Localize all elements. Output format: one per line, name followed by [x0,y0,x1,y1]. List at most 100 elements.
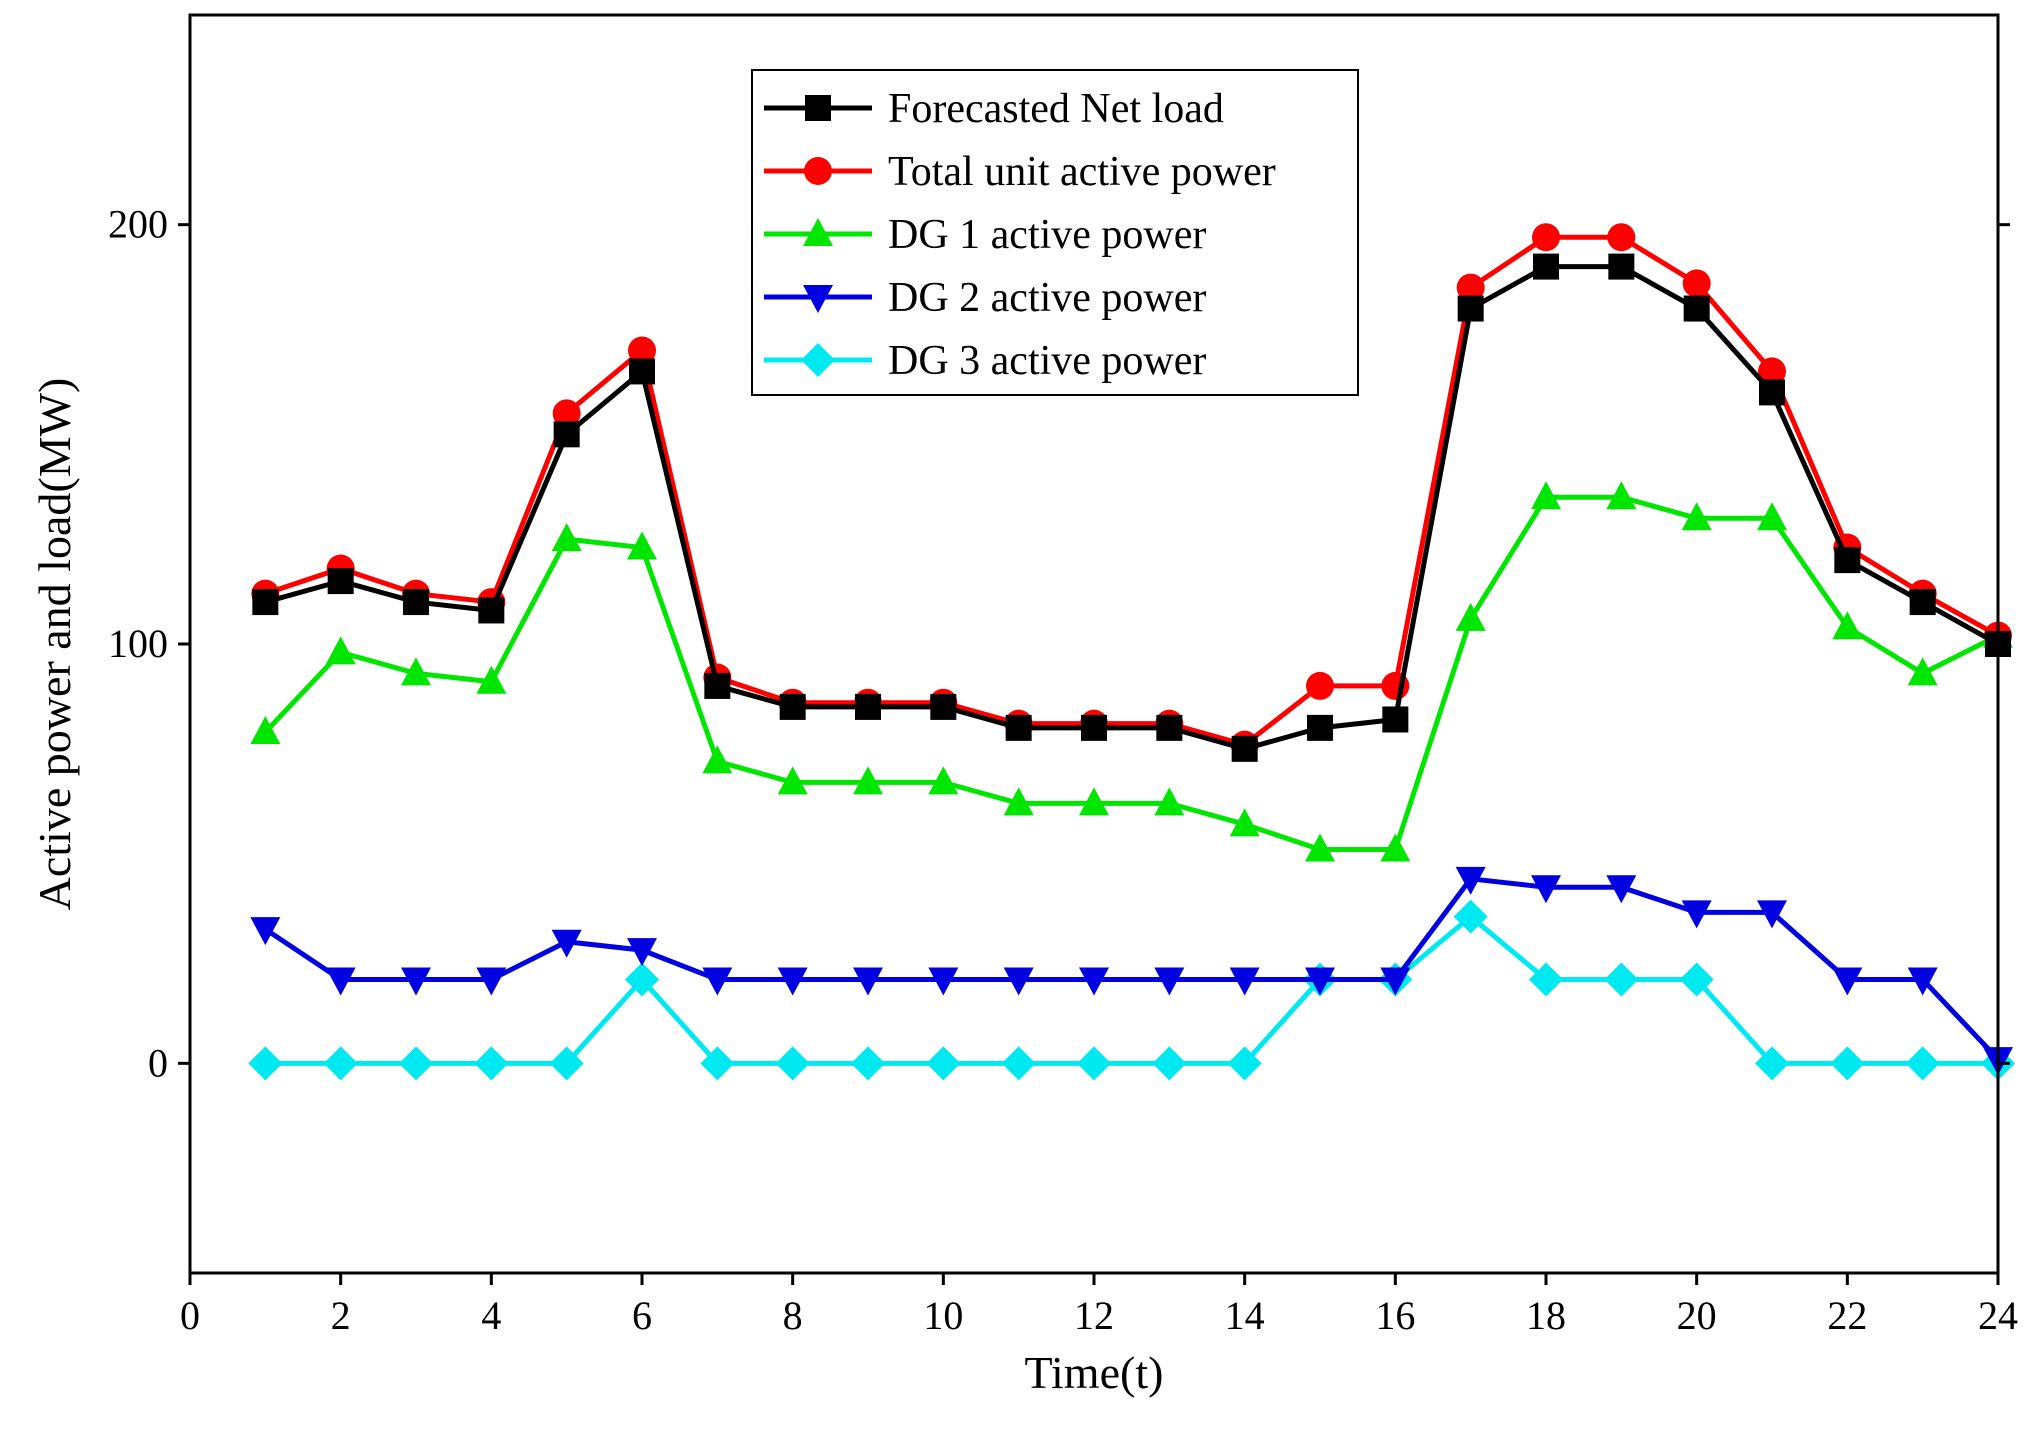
data-point [700,1046,735,1081]
data-point [476,665,507,694]
data-point [853,967,883,996]
data-point [1003,787,1034,816]
data-point [1907,967,1938,996]
data-point [1608,253,1635,280]
data-point [248,1046,283,1081]
legend-label: Total unit active power [888,149,1276,195]
data-point [1081,714,1107,741]
data-point [1604,962,1639,997]
data-point [1909,589,1936,616]
data-point [1757,502,1787,531]
data-point [1606,481,1637,510]
data-point [252,589,279,616]
series-line [263,876,2000,1061]
data-point [1305,833,1335,862]
series-line [263,494,2000,852]
data-point [928,967,959,996]
data-point [478,597,505,624]
data-point [1382,706,1409,733]
data-point [325,967,356,996]
legend-entry: Forecasted Net load [764,86,1224,132]
x-tick-label: 24 [1978,1293,2018,1338]
data-point [403,589,429,616]
data-point [476,967,507,996]
series-line [264,264,2000,752]
data-point [323,1046,358,1081]
data-point [775,1046,810,1081]
data-point [1907,657,1938,686]
data-point [1531,481,1561,510]
legend-entry: Total unit active power [764,149,1276,195]
data-point [1005,714,1032,741]
data-point [779,693,806,720]
data-point [1531,875,1561,904]
data-point [777,967,808,996]
x-tick-label: 20 [1677,1293,1717,1338]
legend-entry: DG 1 active power [764,212,1206,258]
x-tick-label: 0 [180,1293,200,1338]
legend-swatch-marker [805,95,831,121]
data-point [1453,899,1488,934]
data-point [1757,900,1787,929]
data-point [551,929,582,958]
data-point [1905,1046,1940,1081]
data-point [1832,967,1863,996]
data-point [627,938,657,967]
data-point [1305,967,1335,996]
legend-swatch-marker [803,218,833,246]
data-point [1001,1046,1036,1081]
legend-label: Forecasted Net load [888,86,1224,132]
x-tick-label: 18 [1526,1293,1566,1338]
x-tick-label: 8 [783,1293,803,1338]
data-point [399,1046,433,1081]
x-tick-label: 14 [1225,1293,1265,1338]
data-point [1832,611,1863,640]
data-point [549,1046,584,1081]
series-5 [248,899,2015,1081]
legend-label: DG 3 active power [888,338,1206,384]
data-point [1154,967,1185,996]
data-point [1231,735,1258,762]
x-tick-label: 4 [481,1293,501,1338]
data-point [1457,295,1484,322]
data-point [553,421,580,448]
data-point [628,336,656,365]
data-point [1154,787,1185,816]
data-point [1755,1046,1789,1081]
x-tick-label: 16 [1375,1293,1415,1338]
data-point [1307,714,1333,741]
data-point [704,672,731,699]
data-point [250,917,281,946]
data-point [777,766,808,795]
data-point [401,967,431,996]
data-point [1607,223,1636,252]
data-point [1229,967,1260,996]
data-point [552,399,581,428]
data-point [1077,1046,1111,1081]
data-point [1532,223,1560,252]
data-point [250,716,281,745]
data-point [1681,900,1712,929]
data-point [1533,253,1559,280]
data-point [1759,379,1785,406]
data-point [1456,273,1485,302]
series-layer [248,223,2015,1081]
x-axis-title: Time(t) [1025,1347,1164,1398]
x-tick-label: 6 [632,1293,652,1338]
y-tick-label: 200 [108,202,168,247]
legend-swatch-marker [803,285,833,313]
data-point [1682,269,1711,298]
y-axis-title: Active power and load(MW) [29,378,80,911]
data-point [1079,787,1109,816]
data-point [1152,1046,1187,1081]
data-point [928,766,959,795]
data-point [1229,808,1260,837]
x-tick-label: 2 [331,1293,351,1338]
x-tick-label: 22 [1827,1293,1867,1338]
data-point [1606,875,1637,904]
x-tick-label: 10 [923,1293,963,1338]
data-point [702,745,733,774]
data-point [702,967,733,996]
